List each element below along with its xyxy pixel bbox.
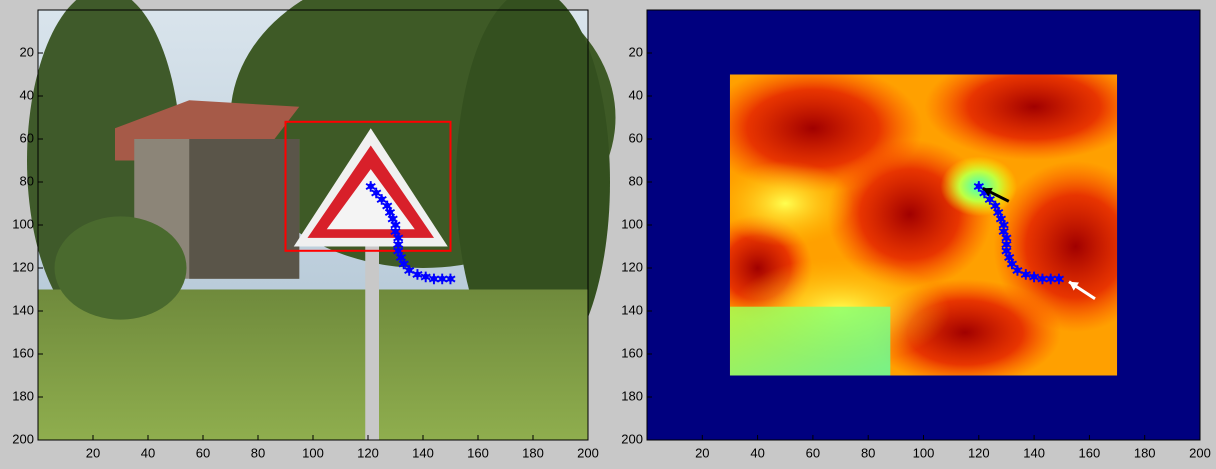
x-tick-label: 200	[1189, 445, 1211, 460]
track-dot	[448, 276, 454, 282]
heat-blob	[717, 161, 854, 247]
x-tick-label: 140	[1023, 445, 1045, 460]
x-tick-label: 200	[577, 445, 599, 460]
x-tick-label: 160	[1079, 445, 1101, 460]
y-tick-label: 180	[12, 388, 34, 403]
y-tick-label: 20	[629, 44, 643, 59]
photo-panel: ∗∗∗∗∗∗∗∗∗∗∗∗∗∗∗∗∗∗∗204060801001201401601…	[12, 0, 615, 460]
y-tick-label: 200	[12, 431, 34, 446]
x-tick-label: 60	[196, 445, 210, 460]
x-tick-label: 160	[467, 445, 489, 460]
bush	[55, 216, 187, 319]
x-tick-label: 80	[861, 445, 875, 460]
y-tick-label: 80	[20, 173, 34, 188]
x-tick-label: 120	[357, 445, 379, 460]
x-tick-label: 180	[1134, 445, 1156, 460]
y-tick-label: 120	[12, 259, 34, 274]
figure: ∗∗∗∗∗∗∗∗∗∗∗∗∗∗∗∗∗∗∗204060801001201401601…	[0, 0, 1216, 469]
x-tick-label: 120	[968, 445, 990, 460]
y-tick-label: 80	[629, 173, 643, 188]
x-tick-label: 140	[412, 445, 434, 460]
y-tick-label: 160	[621, 345, 643, 360]
y-tick-label: 140	[12, 302, 34, 317]
y-tick-label: 180	[621, 388, 643, 403]
page: ∗∗∗∗∗∗∗∗∗∗∗∗∗∗∗∗∗∗∗204060801001201401601…	[0, 0, 1216, 469]
x-tick-label: 180	[522, 445, 544, 460]
low-region	[730, 307, 890, 376]
y-tick-label: 20	[20, 44, 34, 59]
heatmap-panel: ∗∗∗∗∗∗∗∗∗∗∗∗∗∗∗∗∗∗∗204060801001201401601…	[621, 10, 1211, 460]
house-side	[189, 139, 299, 279]
y-tick-label: 100	[621, 216, 643, 231]
y-tick-label: 120	[621, 259, 643, 274]
x-tick-label: 20	[86, 445, 100, 460]
x-tick-label: 80	[251, 445, 265, 460]
y-tick-label: 200	[621, 431, 643, 446]
x-tick-label: 40	[750, 445, 764, 460]
y-tick-label: 160	[12, 345, 34, 360]
x-tick-label: 100	[302, 445, 324, 460]
y-tick-label: 60	[20, 130, 34, 145]
y-tick-label: 100	[12, 216, 34, 231]
x-tick-label: 40	[141, 445, 155, 460]
y-tick-label: 60	[629, 130, 643, 145]
x-tick-label: 60	[806, 445, 820, 460]
y-tick-label: 40	[629, 87, 643, 102]
pole	[365, 247, 379, 441]
x-tick-label: 20	[695, 445, 709, 460]
track-dot	[1056, 276, 1062, 282]
y-tick-label: 140	[621, 302, 643, 317]
y-tick-label: 40	[20, 87, 34, 102]
x-tick-label: 100	[913, 445, 935, 460]
